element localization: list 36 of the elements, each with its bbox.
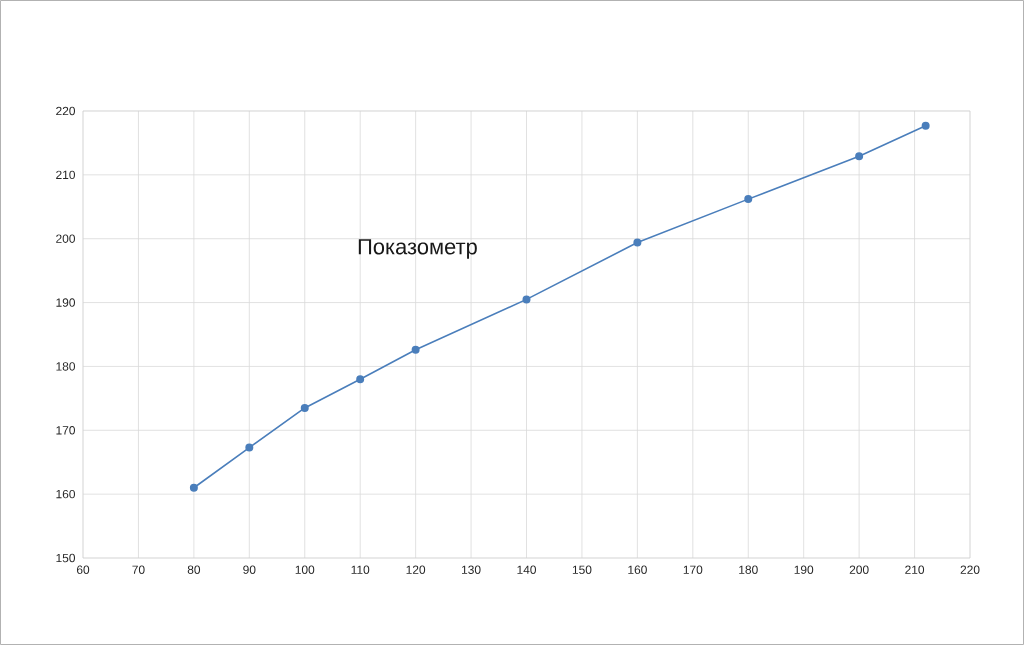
text: Показометр: [358, 239, 477, 259]
x-tick-label: 170: [683, 565, 703, 574]
x-tick-label: 180: [739, 565, 758, 574]
y-tick-label: 180: [56, 362, 76, 371]
x-tick-label: 160: [628, 565, 647, 574]
point: [189, 483, 198, 492]
x-tick-label: 60: [76, 565, 90, 574]
y-tick-label: 190: [56, 298, 76, 307]
x-tick-label: 140: [517, 565, 537, 574]
point: [744, 195, 753, 204]
x-tick-label: 110: [351, 565, 370, 574]
x-tick-label: 70: [132, 565, 145, 574]
y-tick-label: 170: [56, 426, 76, 435]
y-tick-label: 210: [56, 170, 76, 180]
point: [855, 152, 864, 161]
y-tick-label: 220: [56, 106, 76, 116]
point: [633, 238, 642, 247]
x-tick-label: 90: [243, 565, 256, 574]
x-tick-label: 190: [794, 565, 814, 574]
point: [921, 121, 930, 130]
point: [356, 375, 365, 384]
x-tick-label: 100: [295, 565, 315, 574]
y-tick-label: 150: [56, 553, 76, 563]
x-tick-label: 220: [960, 565, 980, 574]
x-tick-label: 120: [406, 565, 426, 574]
x-tick-label: 130: [462, 565, 481, 574]
point: [411, 345, 420, 354]
x-tick-label: 210: [905, 565, 925, 574]
x-tick-label: 80: [187, 565, 201, 574]
x-tick-label: 150: [572, 565, 592, 574]
point: [245, 443, 254, 452]
point: [522, 295, 531, 304]
y-tick-label: 200: [56, 234, 76, 243]
y-tick-label: 160: [56, 489, 76, 499]
x-tick-label: 200: [849, 565, 869, 574]
point: [300, 403, 309, 412]
